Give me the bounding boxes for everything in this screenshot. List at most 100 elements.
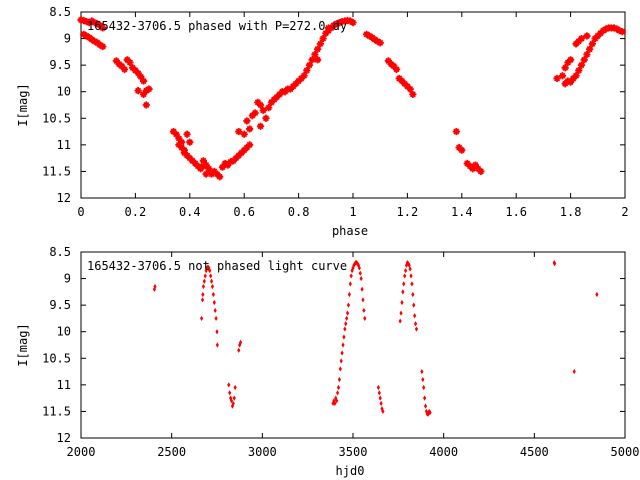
raw-data-point bbox=[421, 376, 425, 383]
phased-x-tick-label: 1 bbox=[349, 205, 356, 219]
raw-data-point bbox=[360, 286, 364, 292]
phased-chart-title: 165432-3706.5 phased with P=272.0 dy bbox=[87, 19, 347, 33]
raw-data-point bbox=[345, 315, 349, 322]
raw-data-point bbox=[342, 334, 346, 340]
raw-data-point bbox=[203, 273, 207, 279]
phased-data-points bbox=[77, 15, 627, 181]
raw-data-point bbox=[338, 366, 342, 372]
raw-data-point bbox=[340, 350, 344, 356]
raw-y-tick-label: 12 bbox=[57, 431, 71, 445]
phased-x-tick-label: 0.4 bbox=[179, 205, 201, 219]
phased-data-point bbox=[183, 130, 192, 139]
raw-data-point bbox=[335, 390, 340, 396]
raw-y-tick-label: 10 bbox=[57, 325, 71, 339]
raw-data-point bbox=[212, 299, 216, 306]
phased-data-point bbox=[134, 86, 143, 95]
raw-data-point bbox=[572, 368, 576, 375]
raw-data-point bbox=[379, 400, 383, 407]
raw-data-point bbox=[359, 275, 363, 282]
phased-y-tick-label: 9.5 bbox=[49, 58, 71, 72]
raw-data-point bbox=[410, 281, 414, 287]
raw-y-tick-label: 11 bbox=[57, 378, 71, 392]
raw-x-tick-label: 2500 bbox=[157, 445, 186, 459]
phased-data-point bbox=[256, 122, 265, 131]
raw-data-point bbox=[336, 384, 341, 391]
phased-y-tick-label: 12 bbox=[57, 191, 71, 205]
raw-data-point bbox=[341, 342, 345, 348]
raw-data-point bbox=[337, 376, 341, 383]
phased-data-point bbox=[185, 138, 194, 147]
raw-data-point bbox=[377, 390, 381, 396]
raw-data-point bbox=[403, 273, 407, 279]
raw-y-tick-label: 9.5 bbox=[49, 298, 71, 312]
raw-data-point bbox=[398, 318, 402, 324]
raw-data-point bbox=[213, 307, 217, 314]
phased-y-tick-label: 8.5 bbox=[49, 5, 71, 19]
phased-x-axis-label: phase bbox=[332, 224, 368, 238]
raw-y-tick-label: 9 bbox=[64, 272, 71, 286]
raw-axis-ticks: 2000 2500 3000 3500 4000 4500 5000 8.5 9 9.5 10 10.… bbox=[42, 245, 639, 459]
phased-x-tick-label: 2 bbox=[621, 205, 628, 219]
raw-x-tick-label: 5000 bbox=[611, 445, 640, 459]
phased-x-tick-label: 1.8 bbox=[560, 205, 582, 219]
phased-x-tick-label: 0.2 bbox=[125, 205, 147, 219]
raw-y-tick-label: 8.5 bbox=[49, 245, 71, 259]
raw-plot-frame bbox=[80, 251, 626, 439]
phased-x-tick-label: 1.6 bbox=[505, 205, 527, 219]
raw-data-point bbox=[201, 291, 205, 298]
raw-data-point bbox=[233, 384, 237, 391]
raw-x-tick-label: 3000 bbox=[248, 445, 277, 459]
phased-data-point bbox=[261, 114, 270, 123]
raw-data-point bbox=[343, 326, 347, 332]
raw-data-point bbox=[210, 283, 215, 290]
phased-x-tick-label: 0.8 bbox=[288, 205, 310, 219]
raw-data-point bbox=[362, 307, 366, 314]
phased-y-tick-label: 9 bbox=[64, 32, 71, 46]
raw-x-axis-label: hjd0 bbox=[336, 464, 365, 478]
raw-data-point bbox=[345, 310, 350, 316]
raw-data-point bbox=[414, 326, 419, 332]
raw-data-points bbox=[152, 260, 599, 417]
phased-y-axis-label: I[mag] bbox=[16, 83, 30, 126]
raw-data-point bbox=[348, 281, 352, 287]
raw-light-curve-panel: 2000 2500 3000 3500 4000 4500 5000 8.5 9 9.5 10 10.… bbox=[16, 245, 639, 478]
raw-data-point bbox=[201, 283, 205, 290]
raw-y-tick-label: 10.5 bbox=[42, 351, 71, 365]
raw-data-point bbox=[378, 395, 382, 401]
raw-x-tick-label: 4500 bbox=[520, 445, 549, 459]
raw-data-point bbox=[237, 347, 241, 353]
raw-data-point bbox=[227, 382, 231, 388]
phased-y-tick-label: 11 bbox=[57, 138, 71, 152]
raw-chart-title: 165432-3706.5 not phased light curve bbox=[87, 259, 347, 273]
raw-data-point bbox=[347, 291, 351, 298]
raw-data-point bbox=[422, 384, 426, 391]
phased-panel: 0 0.2 0.4 0.6 0.8 1 1.2 1.4 1.6 1.8 2 8.5 9 9.5 10 10.5… bbox=[16, 5, 629, 238]
raw-data-point bbox=[199, 315, 204, 322]
raw-data-point bbox=[423, 395, 427, 401]
raw-x-tick-label: 4000 bbox=[429, 445, 458, 459]
phased-data-point bbox=[452, 127, 461, 136]
raw-data-point bbox=[423, 403, 428, 409]
phased-y-tick-label: 10 bbox=[57, 85, 71, 99]
phased-x-tick-label: 0.6 bbox=[233, 205, 255, 219]
phased-x-tick-label: 1.4 bbox=[451, 205, 473, 219]
raw-data-point bbox=[411, 291, 415, 298]
raw-data-point bbox=[228, 390, 232, 396]
raw-data-point bbox=[349, 273, 353, 279]
phased-y-tick-label: 10.5 bbox=[42, 111, 71, 125]
phased-data-point bbox=[142, 101, 151, 109]
phased-x-tick-label: 0 bbox=[77, 205, 84, 219]
phased-data-point bbox=[242, 116, 251, 125]
raw-data-point bbox=[232, 395, 236, 401]
phased-x-tick-label: 1.2 bbox=[397, 205, 419, 219]
raw-data-point bbox=[214, 315, 218, 322]
raw-x-tick-label: 3500 bbox=[339, 445, 368, 459]
raw-data-point bbox=[202, 278, 206, 284]
raw-data-point bbox=[401, 289, 405, 295]
raw-data-point bbox=[413, 313, 417, 319]
raw-data-point bbox=[209, 273, 213, 279]
raw-data-point bbox=[358, 270, 362, 276]
raw-data-point bbox=[209, 278, 214, 284]
phased-data-point bbox=[245, 124, 254, 133]
raw-data-point bbox=[361, 297, 365, 303]
